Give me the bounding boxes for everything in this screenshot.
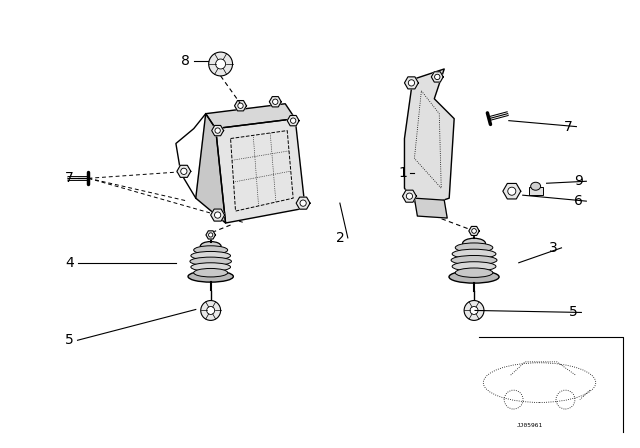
Text: 2: 2	[335, 231, 344, 245]
Ellipse shape	[200, 241, 221, 251]
Polygon shape	[404, 77, 419, 89]
Text: 8: 8	[181, 54, 190, 68]
Text: 7: 7	[564, 120, 573, 134]
Polygon shape	[206, 231, 216, 239]
Circle shape	[207, 306, 214, 314]
Circle shape	[215, 128, 220, 133]
Text: 7: 7	[65, 171, 74, 185]
Ellipse shape	[463, 238, 486, 249]
Circle shape	[300, 200, 306, 206]
Bar	[529, 187, 543, 195]
Circle shape	[201, 301, 221, 320]
Polygon shape	[234, 100, 246, 111]
Text: 9: 9	[574, 174, 583, 188]
Ellipse shape	[455, 268, 493, 277]
Ellipse shape	[191, 263, 230, 271]
Circle shape	[273, 99, 278, 104]
Circle shape	[180, 168, 187, 174]
Circle shape	[209, 233, 213, 237]
Circle shape	[291, 118, 296, 123]
Ellipse shape	[455, 243, 493, 252]
Polygon shape	[216, 119, 305, 223]
Circle shape	[408, 80, 415, 86]
Ellipse shape	[194, 246, 228, 254]
Polygon shape	[415, 198, 447, 218]
Circle shape	[209, 52, 232, 76]
Text: JJ05961: JJ05961	[516, 423, 543, 428]
Ellipse shape	[451, 255, 497, 265]
Circle shape	[238, 103, 243, 108]
Ellipse shape	[449, 271, 499, 283]
Polygon shape	[269, 97, 281, 107]
Ellipse shape	[531, 182, 541, 190]
Circle shape	[464, 301, 484, 320]
Polygon shape	[431, 72, 444, 82]
Polygon shape	[287, 116, 299, 126]
Circle shape	[470, 306, 478, 314]
Ellipse shape	[194, 268, 228, 277]
Ellipse shape	[190, 257, 232, 266]
Circle shape	[216, 59, 225, 69]
Text: 6: 6	[574, 194, 583, 208]
Text: 3: 3	[549, 241, 558, 255]
Text: 5: 5	[569, 306, 578, 319]
Text: 5: 5	[65, 333, 74, 347]
Circle shape	[508, 187, 516, 195]
Polygon shape	[403, 190, 417, 202]
Ellipse shape	[452, 249, 496, 258]
Ellipse shape	[188, 271, 234, 282]
Polygon shape	[196, 114, 225, 223]
Ellipse shape	[191, 251, 230, 260]
Circle shape	[435, 74, 440, 80]
Text: 4: 4	[65, 256, 74, 270]
Polygon shape	[296, 197, 310, 209]
Polygon shape	[469, 226, 479, 236]
Polygon shape	[177, 165, 191, 177]
Circle shape	[214, 212, 221, 218]
Polygon shape	[205, 104, 295, 129]
Text: 1: 1	[398, 166, 407, 180]
Polygon shape	[212, 125, 223, 136]
Polygon shape	[211, 209, 225, 221]
Circle shape	[406, 193, 413, 199]
Circle shape	[472, 228, 476, 233]
Polygon shape	[404, 69, 454, 208]
Polygon shape	[503, 184, 521, 199]
Ellipse shape	[452, 262, 496, 271]
